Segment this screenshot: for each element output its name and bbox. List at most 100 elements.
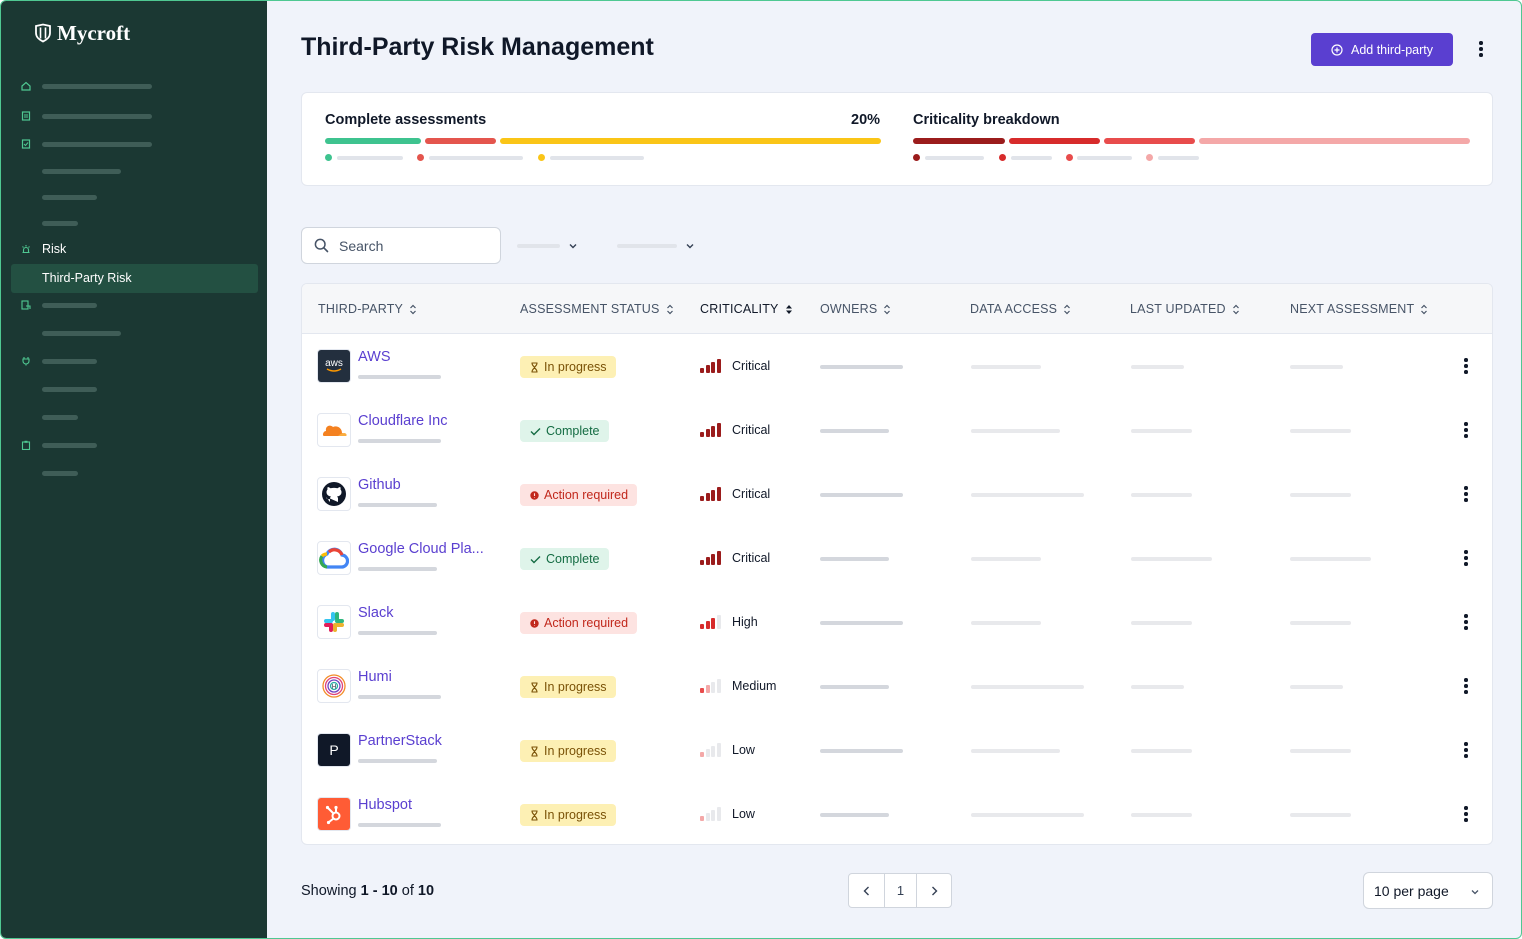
sidebar-subitem[interactable] (1, 323, 267, 343)
vendor-name-link[interactable]: Github (358, 477, 401, 493)
row-actions-icon[interactable] (1458, 421, 1474, 439)
sidebar-item-tasks[interactable] (1, 435, 267, 455)
search-icon (314, 238, 329, 253)
next-assessment-placeholder (1290, 429, 1351, 433)
report-icon (21, 300, 31, 310)
column-header-last-updated[interactable]: LAST UPDATED (1130, 302, 1240, 316)
vendor-name-link[interactable]: Cloudflare Inc (358, 413, 448, 429)
sidebar-subitem[interactable] (1, 187, 267, 207)
vendor-name-link[interactable]: Hubspot (358, 797, 413, 813)
column-header-owners[interactable]: OWNERS (820, 302, 891, 316)
table-row[interactable]: P PartnerStack In progress Low (302, 719, 1492, 783)
column-header-next-assessment[interactable]: NEXT ASSESSMENT (1290, 302, 1428, 316)
page-number-button[interactable]: 1 (885, 874, 917, 907)
column-label: THIRD-PARTY (318, 302, 404, 316)
sidebar-subitem[interactable] (1, 407, 267, 427)
vendor-name-link[interactable]: PartnerStack (358, 733, 442, 749)
criticality-signal-icon (700, 423, 721, 437)
criticality-signal-icon (700, 487, 721, 501)
sidebar-subitem[interactable] (1, 379, 267, 399)
vendor-subtitle-placeholder (358, 631, 437, 635)
status-badge: In progress (520, 740, 616, 762)
row-actions-icon[interactable] (1458, 357, 1474, 375)
table-row[interactable]: H Humi In progress Medium (302, 655, 1492, 719)
search-box[interactable] (301, 227, 501, 264)
column-header-third-party[interactable]: THIRD-PARTY (318, 302, 417, 316)
criticality-bar (700, 624, 704, 629)
table-row[interactable]: Hubspot In progress Low (302, 783, 1492, 844)
prev-page-button[interactable] (849, 874, 885, 907)
per-page-select[interactable]: 10 per page (1363, 872, 1493, 909)
assessment-bar-progress (500, 138, 881, 144)
vendor-name-link[interactable]: Slack (358, 605, 394, 621)
vendor-subtitle-placeholder (358, 567, 437, 571)
table-row[interactable]: Google Cloud Pla... Complete Critical (302, 527, 1492, 591)
complete-assessments-title: Complete assessments (325, 112, 487, 128)
table-header: THIRD-PARTY ASSESSMENT STATUS CRITICALIT… (302, 284, 1492, 334)
sidebar-item-document[interactable] (1, 134, 267, 154)
sidebar-item-placeholder (42, 83, 152, 89)
row-actions-icon[interactable] (1458, 677, 1474, 695)
status-badge: Complete (520, 548, 609, 570)
data-access-placeholder (971, 685, 1084, 689)
more-options-icon[interactable] (1473, 40, 1489, 58)
criticality-bar (700, 560, 704, 565)
complete-assessments-percent: 20% (851, 112, 881, 128)
row-actions-icon[interactable] (1458, 741, 1474, 759)
pagination: 1 (848, 873, 952, 908)
vendor-name-link[interactable]: AWS (358, 349, 391, 365)
table-row[interactable]: Cloudflare Inc Complete Critical (302, 399, 1492, 463)
next-assessment-placeholder (1290, 557, 1371, 561)
sidebar-subitem[interactable] (1, 213, 267, 233)
sort-icon (884, 304, 891, 314)
third-party-table: THIRD-PARTY ASSESSMENT STATUS CRITICALIT… (301, 283, 1493, 845)
next-assessment-placeholder (1290, 685, 1343, 689)
sidebar-item-risk[interactable]: Risk (1, 239, 267, 259)
sidebar-item-placeholder (42, 470, 78, 476)
criticality-bar (705, 813, 710, 821)
status-badge: Action required (520, 484, 638, 506)
next-assessment-placeholder (1290, 493, 1351, 497)
chevron-left-icon (863, 886, 869, 895)
sidebar-item-home[interactable] (1, 76, 267, 96)
sidebar-item-list[interactable] (1, 106, 267, 126)
search-input[interactable] (339, 237, 479, 254)
row-actions-icon[interactable] (1458, 613, 1474, 631)
row-actions-icon[interactable] (1458, 805, 1474, 823)
column-header-assessment-status[interactable]: ASSESSMENT STATUS (520, 302, 674, 316)
sidebar-item-integrations[interactable] (1, 351, 267, 371)
next-assessment-placeholder (1290, 621, 1351, 625)
criticality-bar (711, 618, 715, 629)
sidebar-item-third-party-risk[interactable]: Third-Party Risk (11, 264, 258, 293)
status-badge: Action required (520, 612, 638, 634)
sidebar-subitem[interactable] (1, 161, 267, 181)
column-header-criticality[interactable]: CRITICALITY (700, 302, 793, 316)
sort-icon (1064, 304, 1071, 314)
row-actions-icon[interactable] (1458, 485, 1474, 503)
add-third-party-button[interactable]: Add third-party (1311, 33, 1453, 66)
sidebar-item-reports[interactable] (1, 295, 267, 315)
column-header-data-access[interactable]: DATA ACCESS (970, 302, 1071, 316)
criticality-label: Critical (732, 423, 771, 437)
next-page-button[interactable] (917, 874, 951, 907)
filter-dropdown-2[interactable] (617, 237, 695, 255)
sidebar-subitem[interactable] (1, 463, 267, 483)
table-row[interactable]: aws AWS In progress Critical (302, 335, 1492, 399)
app-logo[interactable]: Mycroft (33, 21, 130, 45)
table-row[interactable]: Slack Action required High (302, 591, 1492, 655)
row-actions-icon[interactable] (1458, 549, 1474, 567)
vendor-subtitle-placeholder (358, 503, 437, 507)
table-row[interactable]: Github Action required Critical (302, 463, 1492, 527)
vendor-name-link[interactable]: Google Cloud Pla... (358, 541, 484, 557)
cloudflare-logo-icon (317, 413, 351, 447)
criticality-label: High (732, 615, 758, 629)
sidebar-item-placeholder (42, 442, 97, 448)
vendor-name-link[interactable]: Humi (358, 669, 392, 685)
sort-icon (410, 304, 417, 314)
status-badge: Complete (520, 420, 609, 442)
criticality-label: Critical (732, 487, 771, 501)
showing-range: 1 - 10 (360, 883, 398, 899)
last-updated-placeholder (1131, 749, 1192, 753)
filter-dropdown-1[interactable] (517, 237, 578, 255)
chevron-down-icon (686, 244, 694, 249)
